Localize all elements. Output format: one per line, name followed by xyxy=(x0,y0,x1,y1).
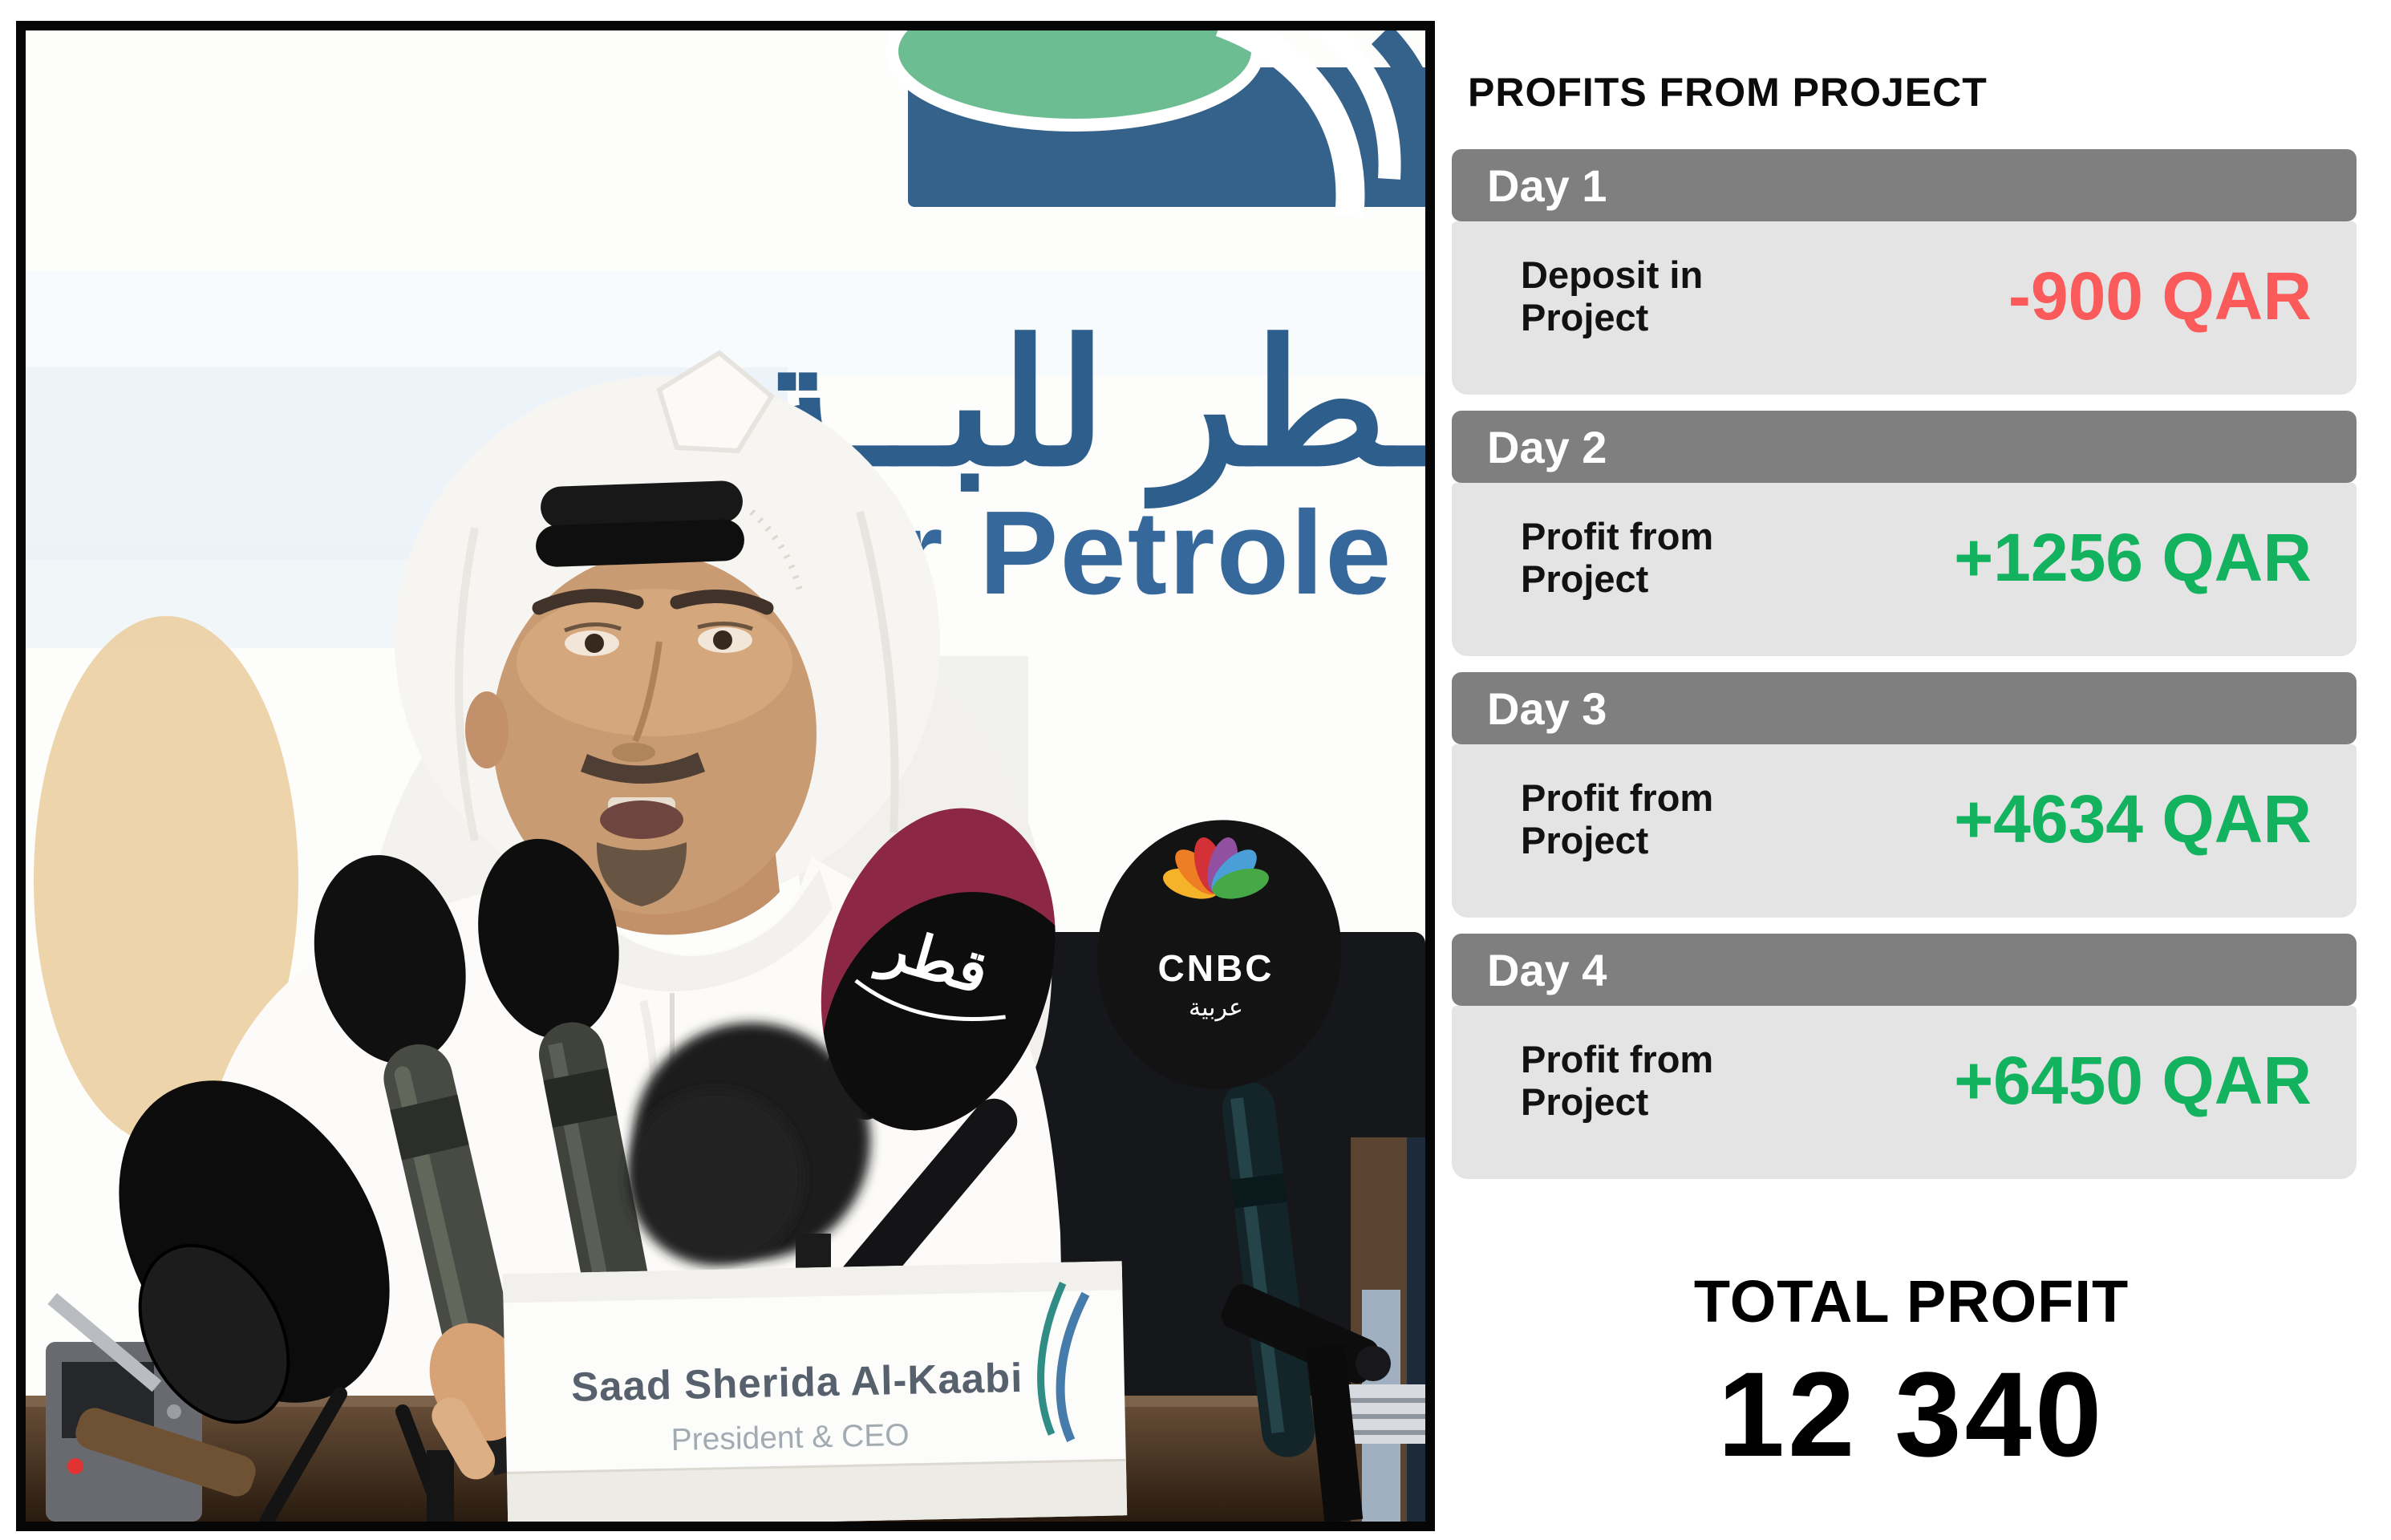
day-2-header: Day 2 xyxy=(1452,411,2357,483)
press-conference-photo: ـطر للبــة r Petrole xyxy=(16,21,1435,1531)
day-3-label: Day 3 xyxy=(1487,683,1607,734)
agal-band xyxy=(536,480,744,567)
nameplate-leaf-mark xyxy=(1037,1281,1067,1436)
day-2-body: Profit from Project +1256 QAR xyxy=(1452,483,2357,656)
day-1-body: Deposit in Project -900 QAR xyxy=(1452,221,2357,395)
nameplate-name: Saad Sherida Al-Kaabi xyxy=(571,1355,1023,1410)
day-4-entry-label: Profit from Project xyxy=(1521,1038,1714,1123)
cnbc-mic: CNBC عربية xyxy=(1096,820,1391,1522)
total-profit-label: TOTAL PROFIT xyxy=(1693,1268,2130,1335)
nameplate: Saad Sherida Al-Kaabi President & CEO xyxy=(502,1261,1128,1522)
day-1-header: Day 1 xyxy=(1452,149,2357,221)
day-card-4: Day 4 Profit from Project +6450 QAR xyxy=(1452,934,2357,1179)
day-3-header: Day 3 xyxy=(1452,672,2357,744)
nameplate-title: President & CEO xyxy=(671,1418,910,1457)
panel-title: PROFITS FROM PROJECT xyxy=(1468,70,1988,115)
recorder-led xyxy=(67,1458,83,1474)
cnbc-peacock-logo xyxy=(1163,837,1269,899)
mouth xyxy=(600,800,683,839)
day-card-3: Day 3 Profit from Project +4634 QAR xyxy=(1452,672,2357,918)
mic-stand-pole xyxy=(427,1450,454,1522)
backdrop-latin-text: r Petrole xyxy=(897,487,1392,619)
day-4-header: Day 4 xyxy=(1452,934,2357,1006)
day-3-body: Profit from Project +4634 QAR xyxy=(1452,744,2357,918)
total-profit-value: 12 340 xyxy=(1717,1347,2105,1481)
day-4-body: Profit from Project +6450 QAR xyxy=(1452,1006,2357,1179)
day-3-value: +4634 QAR xyxy=(1954,780,2312,857)
day-3-entry-label: Profit from Project xyxy=(1521,776,1714,861)
speaker-hand xyxy=(429,1323,529,1480)
day-1-entry-label: Deposit in Project xyxy=(1521,253,1704,338)
handheld-mic-2 xyxy=(478,838,663,1452)
cnbc-logo-text: CNBC xyxy=(1158,947,1275,989)
ghutra-peak-fold xyxy=(656,350,775,454)
nose xyxy=(632,641,663,743)
mustache xyxy=(581,752,705,784)
cnbc-arabic-text: عربية xyxy=(1189,995,1243,1022)
large-black-microphone xyxy=(47,1080,390,1497)
day-4-value: +6450 QAR xyxy=(1954,1042,2312,1118)
day-2-value: +1256 QAR xyxy=(1954,519,2312,595)
handheld-mic-1 xyxy=(314,855,525,1476)
day-2-label: Day 2 xyxy=(1487,421,1607,472)
right-edge-background xyxy=(1346,1137,1425,1522)
day-1-label: Day 1 xyxy=(1487,160,1607,211)
ear xyxy=(465,691,509,768)
beige-chair xyxy=(34,616,298,1145)
photo-illustration: ـطر للبــة r Petrole xyxy=(26,30,1425,1522)
ghutra-fold-line-left xyxy=(455,527,479,842)
total-profit-section: TOTAL PROFIT 12 340 xyxy=(1452,1267,2371,1484)
ghutra-fold-line-right xyxy=(856,510,899,833)
qatar-petroleum-logo xyxy=(885,30,1425,218)
day-card-2: Day 2 Profit from Project +1256 QAR xyxy=(1452,411,2357,656)
day-1-value: -900 QAR xyxy=(2008,257,2312,334)
day-4-label: Day 4 xyxy=(1487,944,1607,995)
day-2-entry-label: Profit from Project xyxy=(1521,515,1714,600)
goatee xyxy=(596,842,687,906)
left-eyebrow xyxy=(532,588,644,615)
right-eyebrow xyxy=(670,590,774,615)
day-card-1: Day 1 Deposit in Project -900 QAR xyxy=(1452,149,2357,395)
face xyxy=(465,553,817,914)
